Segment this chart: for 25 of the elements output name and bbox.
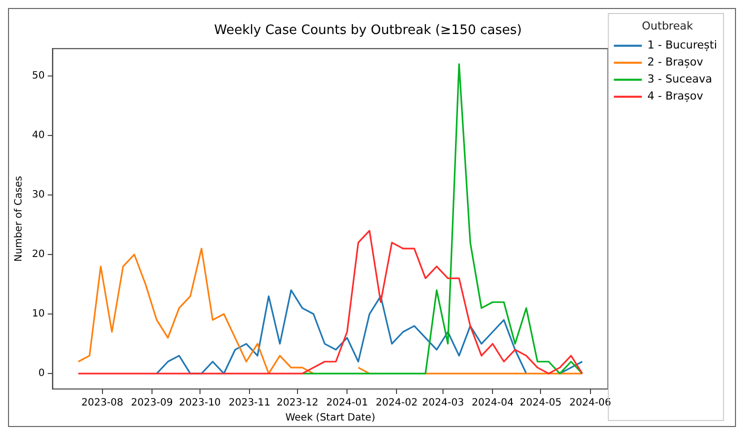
y-tick-label: 30 xyxy=(32,190,45,201)
x-tick-label: 2024-04 xyxy=(472,398,514,409)
legend-title: Outbreak xyxy=(642,19,694,32)
legend-label: 2 - Brașov xyxy=(647,56,704,69)
y-tick-label: 20 xyxy=(32,249,45,260)
y-axis-title: Number of Cases xyxy=(14,176,25,262)
x-tick-label: 2024-02 xyxy=(376,398,418,409)
y-tick-label: 40 xyxy=(32,130,45,142)
x-axis-title: Week (Start Date) xyxy=(285,412,376,424)
x-tick-label: 2023-11 xyxy=(228,398,270,409)
y-tick-label: 0 xyxy=(38,368,45,380)
x-tick-label: 2024-03 xyxy=(422,398,464,409)
x-tick-label: 2023-10 xyxy=(179,398,221,409)
x-tick-label: 2023-08 xyxy=(81,398,124,409)
chart-title: Weekly Case Counts by Outbreak (≥150 cases) xyxy=(214,23,522,38)
x-tick-label: 2024-05 xyxy=(520,398,562,409)
y-tick-label: 10 xyxy=(32,308,45,320)
x-tick-label: 2023-12 xyxy=(276,398,318,409)
legend-label: 4 - Brașov xyxy=(647,90,704,103)
y-tick-label: 50 xyxy=(32,70,45,82)
x-tick-label: 2024-06 xyxy=(569,398,612,409)
x-tick-label: 2024-01 xyxy=(326,398,368,409)
legend-label: 3 - Suceava xyxy=(647,72,712,86)
legend-label: 1 - București xyxy=(647,38,718,52)
x-tick-label: 2023-09 xyxy=(131,398,173,409)
